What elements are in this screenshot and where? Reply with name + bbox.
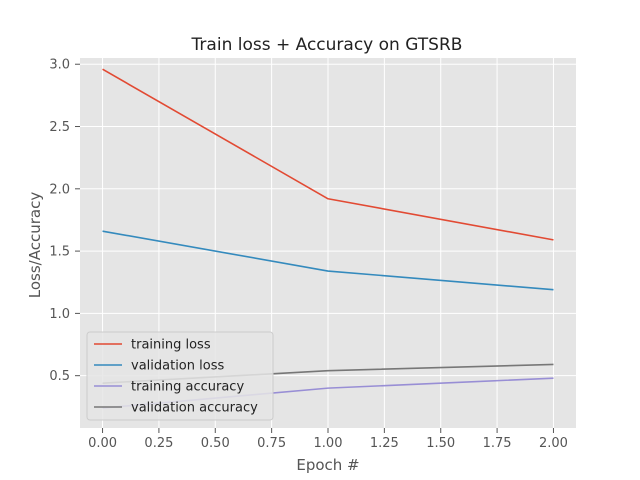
y-tick-label: 0.5 [49,369,70,384]
chart-title: Train loss + Accuracy on GTSRB [191,35,463,55]
x-tick-label: 1.75 [483,436,512,451]
x-tick-label: 0.00 [88,436,117,451]
legend-label-validation-accuracy: validation accuracy [131,401,258,416]
x-tick-label: 0.25 [144,436,173,451]
series-line-training-loss [102,68,554,241]
grid [80,58,576,428]
x-tick-label: 1.50 [426,436,455,451]
x-tick-label: 2.00 [539,436,568,451]
x-tick-label: 1.00 [314,436,343,451]
legend-box [86,331,274,421]
x-axis-label: Epoch # [296,456,359,474]
legend-label-training-loss: training loss [131,338,211,353]
y-axis-ticks: 0.5 1.0 1.5 2.0 2.5 3.0 [49,58,80,384]
y-axis-label: Loss/Accuracy [26,192,44,299]
y-tick-label: 1.0 [49,307,70,322]
legend-label-training-accuracy: training accuracy [131,380,244,395]
x-tick-label: 0.75 [257,436,286,451]
y-tick-label: 1.5 [49,245,70,260]
x-tick-label: 1.25 [370,436,399,451]
y-tick-label: 2.0 [49,182,70,197]
x-tick-label: 0.50 [201,436,230,451]
legend-label-validation-loss: validation loss [131,359,224,374]
y-tick-label: 3.0 [49,58,70,73]
x-axis-ticks: 0.00 0.25 0.50 0.75 1.00 1.25 1.50 1.75 2.00 [88,428,568,451]
series-line-validation-loss [102,230,554,291]
legend: training loss validation loss training acc… [86,331,274,421]
y-tick-label: 2.5 [49,120,70,135]
